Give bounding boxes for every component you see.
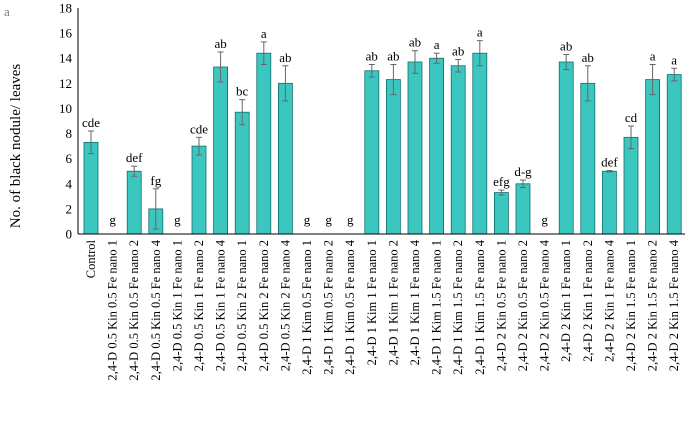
bar: [493, 192, 509, 235]
significance-label: g: [347, 212, 354, 227]
y-tick-label: 12: [59, 76, 72, 91]
x-tick-label: 2,4-D 2 Kin 1.5 Fe nano 1: [624, 240, 638, 371]
x-tick-label: 2,4-D 2 Kin 1 Fe nano 4: [602, 239, 616, 362]
significance-label: ab: [279, 50, 291, 65]
significance-label: def: [601, 155, 618, 170]
x-tick-label: 2,4-D 1 Kim 1 Fe nano 1: [365, 240, 379, 365]
x-tick-label: 2,4-D 0.5 Kin 2 Fe nano 4: [278, 239, 292, 371]
y-axis: 0 2 4 6 8 10 12 14 16 18: [59, 1, 79, 242]
bar: [256, 52, 272, 235]
significance-label: g: [304, 212, 311, 227]
x-tick-label: 2,4-D 1 Kim 1 Fe nano 4: [408, 239, 422, 365]
significance-label: ab: [366, 49, 378, 64]
significance-label: def: [126, 150, 143, 165]
y-tick-label: 4: [66, 176, 73, 191]
significance-label: a: [671, 52, 677, 67]
bar: [472, 52, 488, 235]
significance-label: d-g: [514, 164, 532, 179]
x-tick-label: 2,4-D 2 Kin 0.5 Fe nano 4: [538, 239, 552, 371]
x-tick-label: 2,4-D 1 Kim 0.5 Fe nano 1: [300, 240, 314, 375]
x-tick-label: 2,4-D 2 Kin 0.5 Fe nano 1: [494, 240, 508, 371]
x-tick-label: 2,4-D 1 Kim 0.5 Fe nano 2: [322, 240, 336, 375]
significance-label: g: [325, 212, 332, 227]
x-tick-label: 2,4-D 1 Kim 0.5 Fe nano 4: [343, 239, 357, 374]
x-tick-label: 2,4-D 0.5 Kin 2 Fe nano 2: [257, 240, 271, 371]
x-tick-label: 2,4-D 0.5 Kin 0.5 Fe nano 2: [127, 240, 141, 381]
y-axis-label: No. of black nodule/ leaves: [8, 64, 24, 229]
x-tick-label: 2,4-D 2 Kin 1 Fe nano 1: [559, 240, 573, 362]
significance-label: a: [261, 26, 267, 41]
y-tick-label: 14: [59, 51, 73, 66]
x-tick-label: 2,4-D 0.5 Kin 2 Fe nano 1: [235, 240, 249, 371]
bar: [515, 183, 531, 235]
significance-label: g: [109, 212, 116, 227]
significance-label: ab: [452, 43, 464, 58]
significance-label: ab: [214, 36, 226, 51]
bar: [126, 170, 142, 235]
significance-label: cde: [82, 115, 100, 130]
x-tick-label: 2,4-D 1 Kim 1.5 Fe nano 1: [430, 240, 444, 375]
y-tick-label: 16: [59, 26, 73, 41]
bar: [645, 79, 660, 235]
x-tick-label: 2,4-D 2 Kin 0.5 Fe nano 2: [516, 240, 530, 371]
y-tick-label: 10: [59, 101, 72, 116]
significance-label: a: [650, 49, 656, 64]
significance-label: ab: [387, 49, 399, 64]
y-tick-label: 2: [66, 201, 73, 216]
bar: [385, 79, 401, 235]
significance-label: fg: [150, 173, 161, 188]
bar: [602, 170, 617, 235]
x-tick-label: 2,4-D 2 Kin 1.5 Fe nano 4: [667, 239, 681, 371]
bar: [364, 70, 380, 235]
y-tick-label: 8: [66, 126, 73, 141]
bar: [191, 145, 207, 235]
y-tick-label: 6: [66, 151, 73, 166]
x-tick-label: 2,4-D 0.5 Kin 1 Fe nano 4: [214, 239, 228, 371]
bar: [407, 61, 423, 235]
x-tick-label: 2,4-D 1 Kim 1.5 Fe nano 4: [473, 239, 487, 374]
significance-label: efg: [493, 174, 510, 189]
bar: [558, 61, 574, 235]
x-tick-label: 2,4-D 2 Kin 1 Fe nano 2: [581, 240, 595, 362]
x-tick-label: 2,4-D 0.5 Kin 0.5 Fe nano 1: [106, 240, 120, 381]
significance-label: ab: [560, 38, 572, 53]
significance-label: g: [174, 212, 181, 227]
bar: [580, 82, 596, 235]
x-tick-label: 2,4-D 0.5 Kin 1 Fe nano 2: [192, 240, 206, 371]
bar: [83, 141, 99, 235]
significance-label: ab: [582, 50, 594, 65]
bar: [666, 74, 682, 235]
significance-label: bc: [236, 84, 249, 99]
significance-label: cd: [625, 110, 638, 125]
significance-label: a: [434, 37, 440, 52]
x-tick-label: 2,4-D 2 Kin 1.5 Fe nano 2: [646, 240, 660, 371]
x-tick-label: 2,4-D 0.5 Kin 1 Fe nano 1: [170, 240, 184, 371]
significance-label: ab: [409, 35, 421, 50]
significance-label: g: [541, 212, 548, 227]
bar: [213, 66, 229, 235]
significance-label: a: [477, 25, 483, 40]
y-tick-label: 18: [59, 1, 72, 16]
x-tick-label: 2,4-D 0.5 Kin 0.5 Fe nano 4: [149, 239, 163, 380]
x-tick-label: 2,4-D 1 Kim 1.5 Fe nano 2: [451, 240, 465, 375]
x-axis: Control 2,4-D 0.5 Kin 0.5 Fe nano 1 2,4-D …: [78, 233, 685, 381]
significance-label: cde: [190, 121, 208, 136]
bar: [450, 65, 466, 235]
x-tick-label: Control: [84, 239, 98, 278]
bar: [429, 57, 445, 235]
x-tick-label: 2,4-D 1 Kim 1 Fe nano 2: [386, 240, 400, 365]
bar: [277, 82, 293, 235]
bar: [623, 136, 639, 235]
y-tick-label: 0: [66, 227, 73, 242]
bar: [234, 111, 250, 235]
panel-label: a: [4, 4, 10, 19]
